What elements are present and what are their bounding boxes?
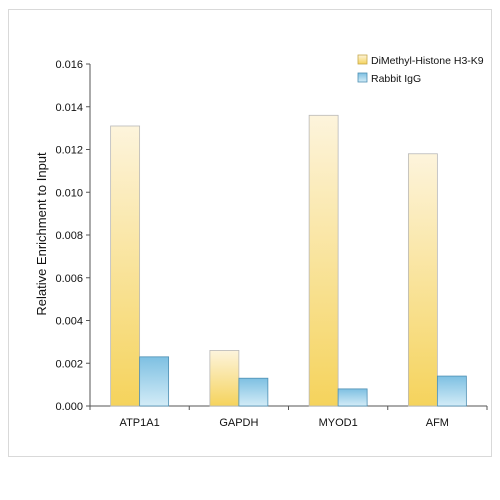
x-tick-label: AFM: [426, 417, 449, 429]
bar-rabbit-igg-afm: [436, 375, 467, 407]
bar-rabbit-igg-gapdh: [238, 377, 269, 407]
bar-dimethyl-histone-gapdh: [209, 350, 240, 407]
x-tick-label: MYOD1: [319, 417, 358, 429]
x-tick-label: ATP1A1: [120, 417, 160, 429]
bar-dimethyl-histone-afm: [407, 153, 438, 407]
y-tick-label: 0.014: [55, 102, 83, 114]
bar-dimethyl-histone-myod1: [308, 114, 339, 407]
legend: DiMethyl-Histone H3-K9 Rabbit IgG: [357, 54, 484, 85]
y-tick-label: 0.010: [55, 187, 83, 199]
y-tick-label: 0.008: [55, 230, 83, 242]
y-tick-label: 0.016: [55, 59, 83, 71]
y-tick-label: 0.002: [55, 358, 83, 370]
bar-rabbit-igg-myod1: [337, 388, 368, 407]
legend-label-series-0: DiMethyl-Histone H3-K9: [371, 55, 484, 67]
y-tick-label: 0.006: [55, 273, 83, 285]
x-tick-label: GAPDH: [219, 417, 258, 429]
y-axis-label: Relative Enrichment to Input: [34, 152, 49, 316]
bar-rabbit-igg-atp1a1: [139, 356, 170, 407]
bar-dimethyl-histone-atp1a1: [110, 125, 141, 407]
y-tick-label: 0.012: [55, 145, 83, 157]
y-tick-label: 0.000: [55, 401, 83, 413]
legend-swatch-series-0: [357, 54, 368, 65]
legend-swatch-series-1: [357, 72, 368, 83]
y-tick-label: 0.004: [55, 316, 83, 328]
legend-label-series-1: Rabbit IgG: [371, 73, 421, 85]
